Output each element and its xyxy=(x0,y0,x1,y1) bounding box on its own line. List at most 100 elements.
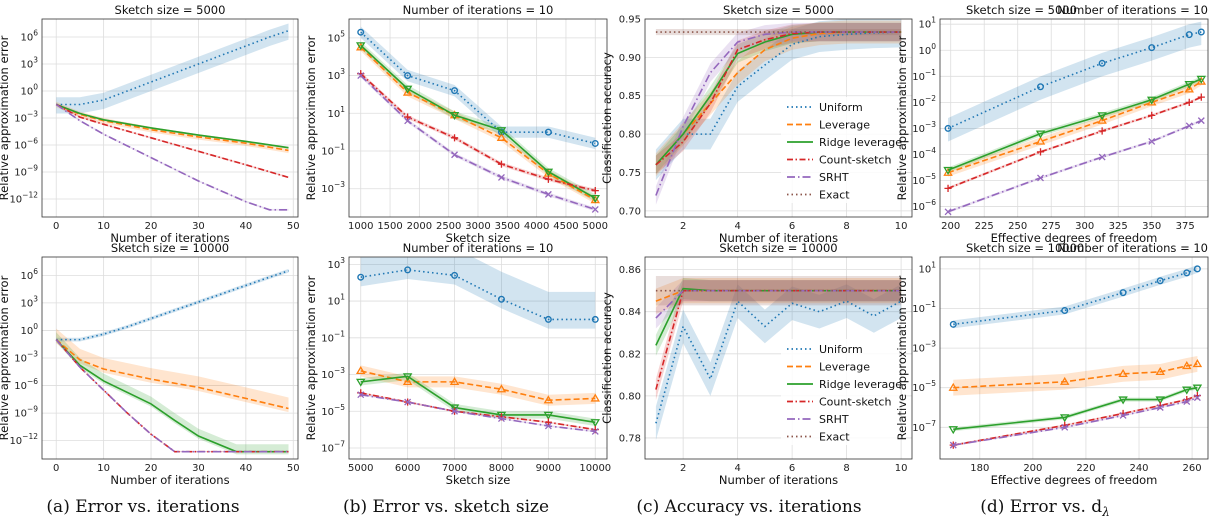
ytick-d1-4: 10−3 xyxy=(912,120,936,135)
ytick-d2-2: 10−3 xyxy=(912,340,936,355)
title-d1: Sketch size = 5000 xyxy=(966,3,1077,17)
chart-c1: 2 4 6 8 10 0.70 0.75 0.80 0.85 0.90 0.95 Number of … xyxy=(600,3,913,245)
xtick-b1-5: 3500 xyxy=(495,221,520,232)
band-uniform xyxy=(360,257,596,329)
caption-c: (c) Accuracy vs. iterations xyxy=(636,497,861,517)
legend-label-count-sketch: Count-sketch xyxy=(819,396,891,409)
point-uniform-2 xyxy=(451,87,459,95)
legend-label-exact: Exact xyxy=(819,189,850,202)
ytick-d1-5: 10−4 xyxy=(912,146,936,161)
ytick-c1-0: 0.70 xyxy=(619,206,641,217)
ytick-a2-3: 10−9 xyxy=(14,405,38,420)
point-ridge-leverage-3 xyxy=(496,411,507,420)
ytick-a2-2: 10−6 xyxy=(14,377,38,392)
point-srht-4 xyxy=(544,190,552,198)
point-uniform-0 xyxy=(357,273,365,281)
plot-frame-d2 xyxy=(939,256,1209,460)
ytick-c2-1: 0.80 xyxy=(619,391,641,402)
point-uniform-4 xyxy=(544,128,552,136)
series-layer-c1 xyxy=(655,19,902,205)
point-ridge-leverage-4 xyxy=(1184,80,1194,90)
ytick-c1-2: 0.80 xyxy=(619,130,641,141)
series-srht xyxy=(360,393,596,433)
ytick-a2-5: 106 xyxy=(20,267,38,282)
ytick-d1-0: 101 xyxy=(918,16,936,31)
caption-d: (d) Error vs. dλ xyxy=(980,497,1110,519)
ytick-a1-3: 10−9 xyxy=(14,164,38,179)
band-leverage xyxy=(360,43,596,204)
point-srht-5 xyxy=(1197,117,1205,125)
point-ridge-leverage-1 xyxy=(1059,414,1070,423)
point-srht-2 xyxy=(1098,153,1106,161)
legend-label-count-sketch: Count-sketch xyxy=(819,154,891,167)
grid-a2 xyxy=(42,257,298,459)
legend-box-c2 xyxy=(781,339,899,445)
point-ridge-leverage-1 xyxy=(402,373,413,382)
ytick-a2-6: 103 xyxy=(20,294,38,309)
xtick-c2-1: 4 xyxy=(734,463,740,474)
ytick-d1-6: 10−5 xyxy=(912,172,936,187)
point-leverage-4 xyxy=(543,395,554,404)
ytick-c2-0: 0.78 xyxy=(619,433,641,444)
band-uniform xyxy=(953,264,1198,329)
point-srht-3 xyxy=(497,415,505,423)
point-leverage-5 xyxy=(1196,76,1207,85)
xtick-c1-4: 10 xyxy=(895,221,908,232)
point-leverage-4 xyxy=(1182,361,1192,370)
ytick-a1-6: 103 xyxy=(20,56,38,71)
xtick-b1-7: 4500 xyxy=(553,221,578,232)
title2-d1: Number of iterations = 10 xyxy=(1057,3,1208,17)
point-srht-0 xyxy=(357,391,365,399)
series-layer-d1 xyxy=(943,21,1207,216)
point-srht-3 xyxy=(1148,137,1156,145)
point-uniform-4 xyxy=(1183,269,1191,277)
series-srht xyxy=(953,396,1198,446)
xtick-d2-0: 180 xyxy=(970,463,989,474)
point-ridge-leverage-3 xyxy=(1155,396,1165,405)
point-srht-1 xyxy=(404,117,412,125)
point-ridge-leverage-4 xyxy=(543,411,554,420)
point-ridge-leverage-2 xyxy=(449,404,460,413)
series-ridge-leverage xyxy=(55,103,289,149)
series-layer-c2 xyxy=(655,275,902,441)
point-uniform-4 xyxy=(1185,31,1193,39)
point-leverage-2 xyxy=(449,376,460,386)
plot-frame-d1 xyxy=(939,18,1209,218)
point-leverage-1 xyxy=(1035,136,1046,145)
caption-b: (b) Error vs. sketch size xyxy=(343,497,549,517)
grid-b2 xyxy=(349,257,607,459)
title-b2: Number of iterations = 10 xyxy=(403,241,554,255)
series-srht xyxy=(655,31,902,196)
point-count-sketch-4 xyxy=(1185,98,1193,106)
band-srht xyxy=(655,22,902,205)
point-uniform-5 xyxy=(591,139,599,147)
title-d2: Sketch size = 10000 xyxy=(966,241,1084,255)
legend-label-ridge-leverage: Ridge leverage xyxy=(819,136,902,149)
point-ridge-leverage-5 xyxy=(590,194,601,204)
xtick-c2-3: 8 xyxy=(843,463,849,474)
point-uniform-5 xyxy=(591,315,599,323)
series-srht xyxy=(55,339,289,453)
point-ridge-leverage-2 xyxy=(1118,396,1128,405)
legend-c2: Uniform Leverage Ridge leverage Count-sketc… xyxy=(781,339,902,445)
xtick-b2-5: 10000 xyxy=(579,463,611,474)
ytick-c2-3: 0.84 xyxy=(619,307,641,318)
point-uniform-3 xyxy=(497,295,505,303)
chart-b1: 1000 1500 2000 2500 3000 3500 4000 4500 5000 105 1… xyxy=(304,3,608,245)
series-ridge-leverage xyxy=(55,339,289,453)
point-leverage-3 xyxy=(1146,97,1157,106)
xlabel-c2: Number of iterations xyxy=(719,473,838,487)
point-srht-3 xyxy=(497,173,505,181)
point-srht-5 xyxy=(591,205,599,213)
xtick-a1-1: 10 xyxy=(97,221,110,232)
series-srht xyxy=(360,74,596,211)
series-leverage xyxy=(360,46,596,201)
xtick-b1-1: 1500 xyxy=(377,221,402,232)
legend-label-uniform: Uniform xyxy=(819,101,863,114)
point-leverage-3 xyxy=(496,384,507,393)
series-ridge-leverage xyxy=(360,44,596,199)
xlabel-b2: Sketch size xyxy=(446,473,511,487)
xtick-b1-4: 3000 xyxy=(465,221,490,232)
band-srht xyxy=(948,119,1202,214)
